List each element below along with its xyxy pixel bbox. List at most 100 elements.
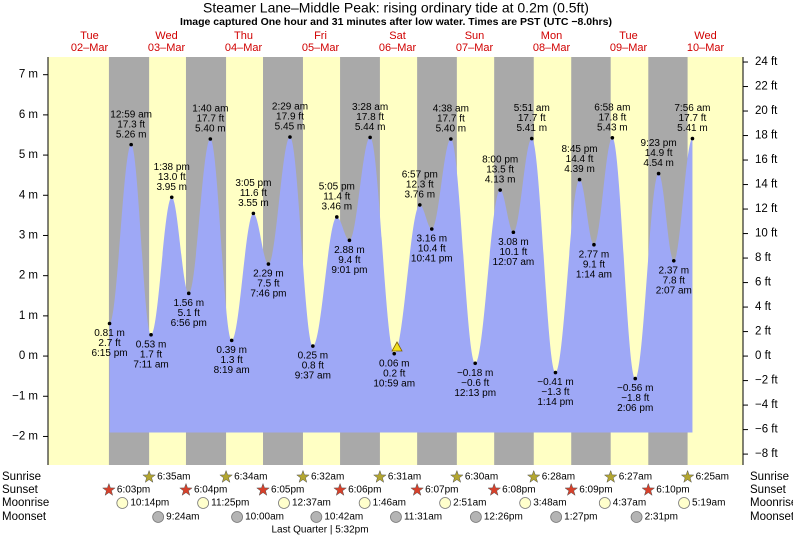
row-label: Sunrise bbox=[2, 471, 41, 483]
tide-label: 2.88 m bbox=[334, 245, 365, 256]
tide-label: 5.41 m bbox=[516, 123, 547, 134]
y2-tick-label: 2 ft bbox=[755, 326, 772, 338]
sunrise-icon bbox=[449, 469, 464, 483]
tide-point bbox=[592, 242, 596, 247]
tide-label: 2.7 ft bbox=[98, 338, 120, 349]
tide-label: −0.41 m bbox=[537, 377, 573, 388]
event-time: 12:26pm bbox=[484, 512, 523, 523]
moonrise-icon bbox=[116, 497, 129, 509]
event-time: 6:06pm bbox=[348, 485, 381, 496]
day-date: 06–Mar bbox=[379, 42, 417, 54]
event-time: 6:30am bbox=[465, 472, 498, 483]
tide-label: 3.55 m bbox=[238, 198, 269, 209]
tide-label: 3.46 m bbox=[322, 202, 353, 213]
tide-label: 9.1 ft bbox=[583, 259, 605, 270]
tide-point bbox=[610, 135, 615, 140]
tide-label: −1.8 ft bbox=[621, 393, 649, 404]
day-date: 04–Mar bbox=[225, 42, 263, 54]
tide-point bbox=[368, 135, 372, 140]
tide-label: 10.1 ft bbox=[499, 247, 527, 258]
tide-label: 0.2 ft bbox=[383, 368, 405, 379]
y-tick-label: 6 m bbox=[19, 109, 38, 121]
moonrise-icon bbox=[598, 497, 611, 509]
day-name: Mon bbox=[541, 30, 562, 42]
tide-label: 9:37 am bbox=[295, 371, 331, 382]
day-date: 02–Mar bbox=[71, 42, 109, 54]
tide-label: 5.40 m bbox=[195, 124, 226, 135]
event-time: 1:27pm bbox=[564, 512, 597, 523]
tide-label: 3.16 m bbox=[416, 234, 447, 245]
tide-label: 1:14 pm bbox=[537, 397, 573, 408]
y-tick-label: 4 m bbox=[19, 189, 38, 201]
day-date: 09–Mar bbox=[610, 42, 648, 54]
sunrise-icon bbox=[296, 469, 310, 483]
tide-label: 9:23 pm bbox=[641, 138, 677, 149]
day-date: 05–Mar bbox=[302, 42, 340, 54]
tide-point bbox=[288, 135, 292, 139]
tide-label: 6:56 pm bbox=[171, 318, 207, 329]
tide-label: −1.3 ft bbox=[541, 387, 569, 398]
tide-point bbox=[498, 188, 502, 192]
y-tick-label: −2 m bbox=[12, 430, 38, 442]
tide-label: 8:45 pm bbox=[562, 144, 598, 155]
tide-label: 7:11 am bbox=[133, 359, 168, 370]
tide-point bbox=[690, 136, 695, 141]
tide-point bbox=[392, 351, 397, 356]
event-time: 10:00am bbox=[245, 512, 284, 523]
event-time: 11:31am bbox=[404, 512, 442, 523]
event-time: 3:48am bbox=[533, 498, 566, 509]
tide-label: 7:46 pm bbox=[250, 289, 286, 300]
tide-label: 6:15 pm bbox=[91, 348, 127, 359]
sunrise-icon bbox=[603, 469, 618, 483]
tide-label: 8:19 am bbox=[214, 365, 250, 376]
chart-subtitle: Image captured One hour and 31 minutes a… bbox=[180, 16, 612, 28]
y2-tick-label: −6 ft bbox=[755, 424, 779, 436]
tide-label: 7.5 ft bbox=[257, 279, 279, 290]
tide-point bbox=[473, 361, 477, 366]
tide-point bbox=[251, 211, 256, 216]
tide-point bbox=[553, 370, 558, 375]
tide-label: −0.6 ft bbox=[461, 378, 489, 389]
tide-label: 3.08 m bbox=[498, 237, 529, 248]
tide-label: 12.3 ft bbox=[406, 180, 434, 191]
moonrise-icon bbox=[278, 497, 290, 509]
event-time: 6:08pm bbox=[502, 485, 535, 496]
tide-label: 17.8 ft bbox=[356, 112, 384, 123]
tide-label: 4.54 m bbox=[643, 158, 674, 169]
tide-label: −0.18 m bbox=[457, 368, 493, 379]
sunrise-icon bbox=[526, 469, 541, 483]
tide-label: 13.0 ft bbox=[158, 172, 186, 183]
event-time: 2:31pm bbox=[645, 512, 678, 523]
tide-label: 17.8 ft bbox=[598, 112, 626, 123]
tide-label: 10:41 pm bbox=[411, 254, 453, 265]
row-label: Sunrise bbox=[750, 471, 789, 483]
day-name: Sat bbox=[389, 30, 406, 42]
y2-tick-label: 4 ft bbox=[755, 301, 772, 313]
moonrise-icon bbox=[678, 497, 690, 509]
tide-label: 17.3 ft bbox=[117, 119, 145, 130]
sunset-icon bbox=[487, 482, 502, 496]
y2-tick-label: 20 ft bbox=[755, 105, 778, 117]
moonset-icon bbox=[550, 511, 563, 523]
row-label: Moonrise bbox=[2, 497, 49, 509]
tide-label: 2:07 am bbox=[656, 285, 692, 296]
tide-label: 2:06 pm bbox=[617, 403, 653, 414]
tide-label: 17.7 ft bbox=[518, 113, 546, 124]
tide-label: 4.39 m bbox=[564, 164, 595, 175]
event-time: 6:04pm bbox=[194, 485, 227, 496]
row-label: Sunset bbox=[2, 484, 39, 496]
event-time: 11:25pm bbox=[211, 498, 249, 509]
tide-point bbox=[347, 238, 352, 243]
moonset-icon bbox=[390, 511, 402, 523]
event-time: 6:05pm bbox=[271, 485, 304, 496]
y2-tick-label: 6 ft bbox=[755, 277, 772, 289]
tide-label: 11.4 ft bbox=[323, 192, 350, 203]
tide-label: 2.37 m bbox=[659, 265, 690, 276]
day-name: Fri bbox=[314, 30, 327, 42]
tide-point bbox=[633, 376, 638, 381]
tide-label: 5.40 m bbox=[436, 124, 467, 135]
y2-tick-label: 10 ft bbox=[755, 228, 778, 240]
day-date: 10–Mar bbox=[687, 42, 725, 54]
event-time: 6:09pm bbox=[579, 485, 612, 496]
